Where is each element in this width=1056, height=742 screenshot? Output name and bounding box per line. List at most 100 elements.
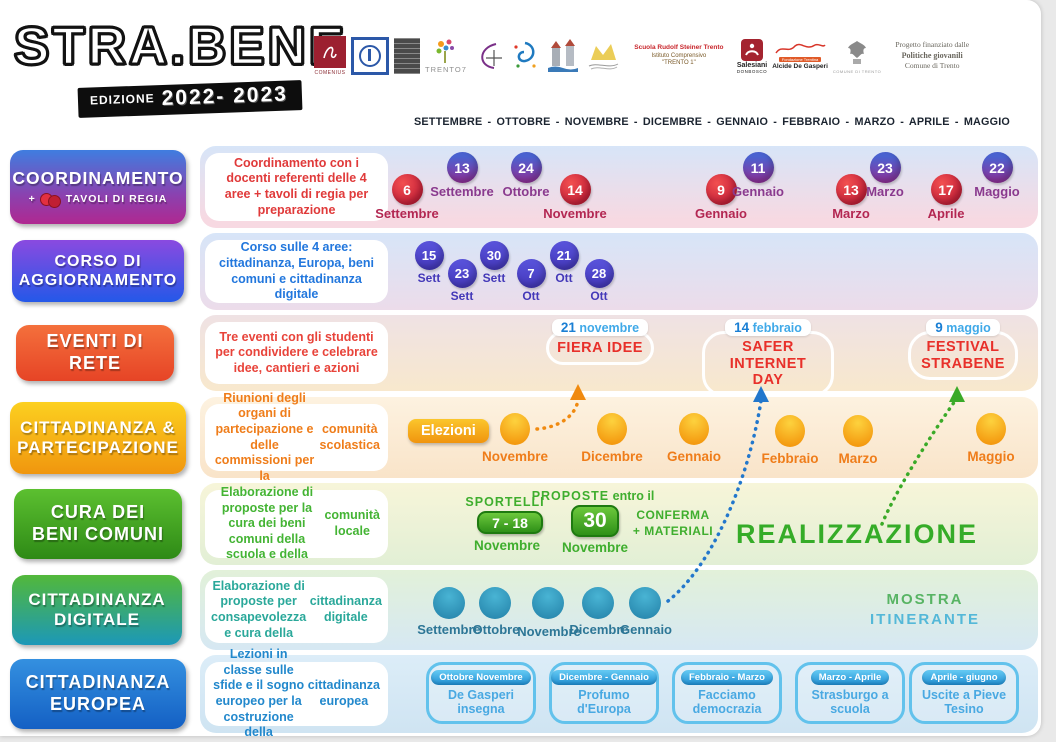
month-dot bbox=[629, 587, 661, 619]
band-digitale: Elaborazione di proposte per consapevole… bbox=[200, 570, 1038, 650]
date-month: Aprile bbox=[927, 206, 965, 221]
proposte-month: Novembre bbox=[561, 540, 629, 555]
steiner-caption: Scuola Rudolf Steiner Trento bbox=[634, 44, 724, 52]
date-month: Maggio bbox=[974, 184, 1020, 199]
band-coordinamento: Coordinamento con i docenti referenti de… bbox=[200, 146, 1038, 228]
month-dot bbox=[597, 413, 627, 445]
logo-liceo-curve bbox=[472, 40, 504, 72]
page-title: STRA.BENE bbox=[13, 16, 348, 78]
date-mark: 13 Settembre bbox=[417, 152, 507, 199]
date-mark: 28 Ott bbox=[554, 259, 644, 303]
sportelli-dates-badge: 7 - 18 bbox=[477, 511, 543, 534]
dot-month: Febbraio bbox=[761, 451, 819, 466]
date-circle: 28 bbox=[584, 259, 614, 288]
date-mark: 7 Ott bbox=[486, 259, 576, 303]
date-month: Gennaio bbox=[731, 184, 784, 199]
card-title: De Gasperi insegna bbox=[447, 688, 514, 717]
date-mark: 24 Ottobre bbox=[481, 152, 571, 199]
description-corso: Corso sulle 4 aree: cittadinanza, Europa… bbox=[205, 240, 388, 303]
month-dot bbox=[843, 415, 873, 447]
date-mark: 15 Sett bbox=[384, 241, 474, 285]
date-circle: 6 bbox=[391, 174, 423, 205]
dot-month: Maggio bbox=[967, 449, 1015, 464]
date-month: Settembre bbox=[375, 206, 439, 221]
comune-caption: COMUNE DI TRENTO bbox=[832, 69, 882, 74]
logo-sketch-crown bbox=[585, 38, 621, 74]
blue-frame-icon bbox=[351, 37, 389, 75]
trento1-caption: "TRENTO 1" bbox=[661, 60, 696, 67]
month-dot bbox=[500, 413, 530, 445]
card-profumo-europa: Dicembre - Gennaio Profumo d'Europa bbox=[549, 662, 659, 724]
date-month: Marzo bbox=[866, 184, 904, 199]
partner-logos: COMENIUS TRENTO7 bbox=[314, 24, 1040, 88]
date-mark: 6 Settembre bbox=[362, 174, 452, 221]
card-strasburgo: Marzo - Aprile Strasburgo a scuola bbox=[795, 662, 905, 724]
date-mark: 22 Maggio bbox=[952, 152, 1042, 199]
logo-steiner-trento1: Scuola Rudolf Steiner Trento Istituto Co… bbox=[626, 44, 732, 67]
date-circle: 23 bbox=[869, 152, 901, 183]
logo-castello bbox=[546, 38, 580, 74]
month-dot bbox=[479, 587, 511, 619]
comenius-emblem-icon bbox=[314, 36, 346, 68]
dot-month: Novembre bbox=[517, 624, 581, 639]
date-month: Gennaio bbox=[694, 206, 747, 221]
card-title: Strasburgo a scuola bbox=[811, 688, 889, 717]
date-month: Novembre bbox=[543, 206, 607, 221]
row-coordinamento: COORDINAMENTO + TAVOLI DI REGIA Coordina… bbox=[10, 146, 1038, 228]
date-month: Ott bbox=[590, 289, 608, 303]
card-title: Facciamo democrazia bbox=[692, 688, 762, 717]
card-period: Febbraio - Marzo bbox=[680, 670, 773, 685]
dot-month: Dicembre bbox=[581, 449, 643, 464]
crown-sketch-icon bbox=[588, 44, 619, 70]
date-circle: 24 bbox=[510, 152, 542, 183]
description-digitale: Elaborazione di proposte per consapevole… bbox=[205, 577, 388, 643]
band-eventi: Tre eventi con gli studenti per condivid… bbox=[200, 315, 1038, 398]
sportelli-month: Novembre bbox=[473, 538, 541, 553]
event-date: 21 novembre bbox=[551, 319, 649, 336]
description-beni-comuni: Elaborazione di proposte per la cura dei… bbox=[205, 485, 388, 561]
date-month: Sett bbox=[482, 271, 506, 285]
date-month: Sett bbox=[450, 289, 474, 303]
event-date: 14 febbraio bbox=[725, 319, 811, 336]
event-fiera-idee: 21 novembre FIERA IDEE bbox=[538, 319, 662, 365]
date-mark: 23 Sett bbox=[417, 259, 507, 303]
dot-month: Marzo bbox=[838, 451, 878, 466]
mostra-itinerante-label: MOSTRA ITINERANTE bbox=[870, 591, 980, 628]
logo-istituto-blue-frame bbox=[351, 37, 389, 75]
elezioni-badge: Elezioni bbox=[408, 419, 489, 443]
proposte-date-badge: 30 bbox=[571, 505, 619, 537]
fondazione-trentina-caption: Fondazione Trentina bbox=[778, 57, 822, 62]
month-dot bbox=[775, 415, 805, 447]
description-coordinamento: Coordinamento con i docenti referenti de… bbox=[205, 153, 388, 221]
row-label-europea: CITTADINANZA EUROPEA bbox=[10, 659, 186, 729]
logo-comune-trento: COMUNE DI TRENTO bbox=[833, 38, 881, 74]
salesiani-icon bbox=[741, 38, 764, 61]
date-circle: 21 bbox=[549, 241, 579, 270]
comenius-caption: COMENIUS bbox=[314, 70, 346, 76]
row-europea: CITTADINANZA EUROPEA Lezioni in classe s… bbox=[10, 647, 1038, 739]
trento7-tree-icon bbox=[436, 39, 454, 63]
date-month: Marzo bbox=[832, 206, 870, 221]
row-label-partecipazione: CITTADINANZA & PARTECIPAZIONE bbox=[10, 402, 186, 474]
card-period: Ottobre Novembre bbox=[431, 670, 531, 685]
date-circle: 30 bbox=[479, 241, 509, 270]
dot-month: Ottobre bbox=[472, 622, 520, 637]
date-mark: 23 Marzo bbox=[840, 152, 930, 199]
emblem-icon bbox=[394, 38, 420, 74]
comune-eagle-icon bbox=[848, 41, 867, 64]
date-mark: 30 Sett bbox=[449, 241, 539, 285]
swirl-icon bbox=[514, 41, 536, 68]
date-circle: 11 bbox=[742, 152, 774, 183]
card-de-gasperi: Ottobre Novembre De Gasperi insegna bbox=[426, 662, 536, 724]
date-month: Settembre bbox=[430, 184, 494, 199]
date-month: Ott bbox=[522, 289, 540, 303]
castle-icon bbox=[547, 39, 578, 72]
card-title: Uscite a Pieve Tesino bbox=[921, 688, 1007, 717]
salesiani-caption: Salesiani bbox=[736, 61, 768, 69]
month-dot bbox=[582, 587, 614, 619]
month-dot bbox=[433, 587, 465, 619]
date-month: Ottobre bbox=[502, 184, 550, 199]
row-label-beni-comuni: CURA DEI BENI COMUNI bbox=[14, 489, 182, 559]
band-europea: Lezioni in classe sulle sfide e il sogno… bbox=[200, 647, 1038, 739]
